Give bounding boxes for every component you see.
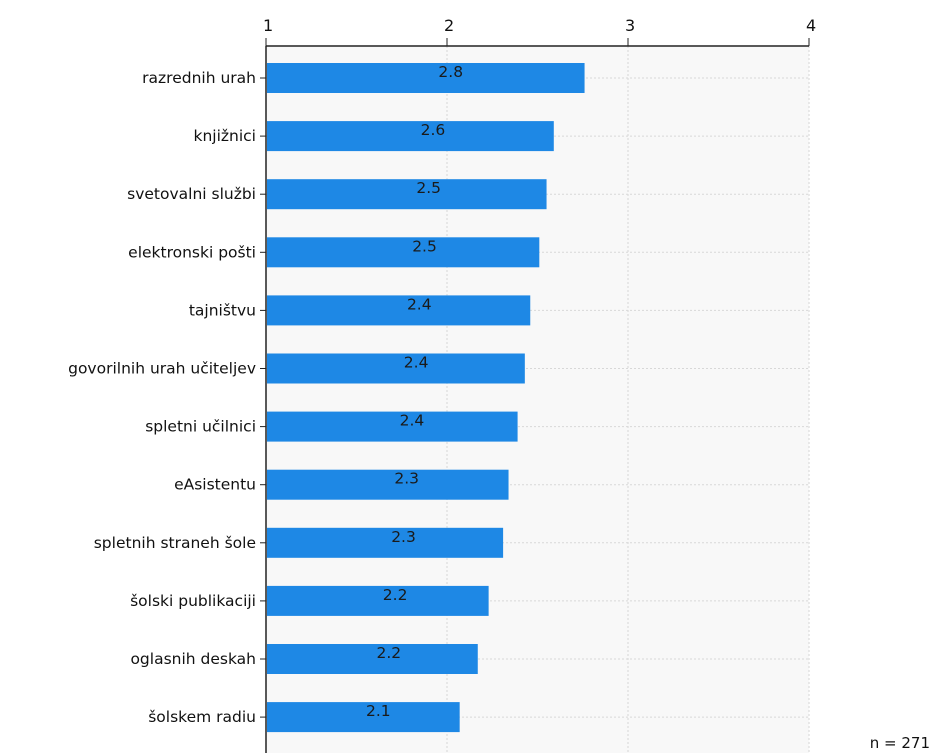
bar	[267, 237, 540, 268]
bar	[267, 63, 585, 93]
bar	[267, 702, 460, 733]
category-label: knjižnici	[193, 127, 256, 145]
x-ticks: 1 2 3 4	[263, 16, 816, 46]
bar	[267, 469, 509, 500]
bar	[267, 353, 525, 384]
category-labels: razrednih urah knjižnici svetovalni službi…	[68, 69, 266, 726]
category-label: šolski publikaciji	[130, 592, 256, 610]
category-label: govorilnih urah učiteljev	[68, 360, 256, 378]
bar-value-label: 2.4	[404, 354, 429, 372]
bar	[267, 411, 518, 442]
category-label: svetovalni službi	[127, 185, 256, 203]
bar	[267, 585, 489, 616]
category-label: razrednih urah	[142, 69, 256, 87]
bar-value-label: 2.3	[391, 528, 416, 546]
bars: 2.8 2.6 2.5 2.5 2.4 2.4 2.4 2.3 2.3 2.2 2.2 2.1	[267, 63, 585, 733]
category-label: šolskem radiu	[148, 708, 256, 726]
bar-value-label: 2.2	[383, 586, 408, 604]
bar-value-label: 2.2	[376, 644, 401, 662]
sample-size-note: n = 271	[870, 734, 930, 752]
category-label: eAsistentu	[174, 476, 256, 494]
bar-value-label: 2.5	[416, 179, 441, 197]
bar	[267, 527, 504, 558]
category-label: oglasnih deskah	[130, 650, 256, 668]
category-label: tajništvu	[189, 301, 256, 319]
category-label: spletni učilnici	[145, 418, 256, 436]
bar-value-label: 2.5	[412, 237, 437, 255]
bar-value-label: 2.4	[400, 412, 425, 430]
bar	[267, 295, 531, 326]
axes	[265, 45, 809, 753]
bar	[267, 179, 547, 210]
bar-value-label: 2.6	[421, 121, 446, 139]
bar	[267, 121, 554, 152]
category-label: spletnih straneh šole	[94, 534, 256, 552]
bar	[267, 644, 478, 674]
bar-value-label: 2.3	[394, 470, 419, 488]
x-tick-label: 3	[625, 16, 635, 35]
grid-lines	[266, 46, 810, 753]
plot-area	[266, 46, 809, 753]
category-label: elektronski pošti	[128, 243, 256, 261]
x-tick-label: 2	[444, 16, 454, 35]
bar-value-label: 2.4	[407, 295, 432, 313]
x-tick-label: 4	[806, 16, 816, 35]
bar-value-label: 2.8	[438, 63, 463, 81]
x-tick-label: 1	[263, 16, 273, 35]
bar-value-label: 2.1	[366, 702, 391, 720]
